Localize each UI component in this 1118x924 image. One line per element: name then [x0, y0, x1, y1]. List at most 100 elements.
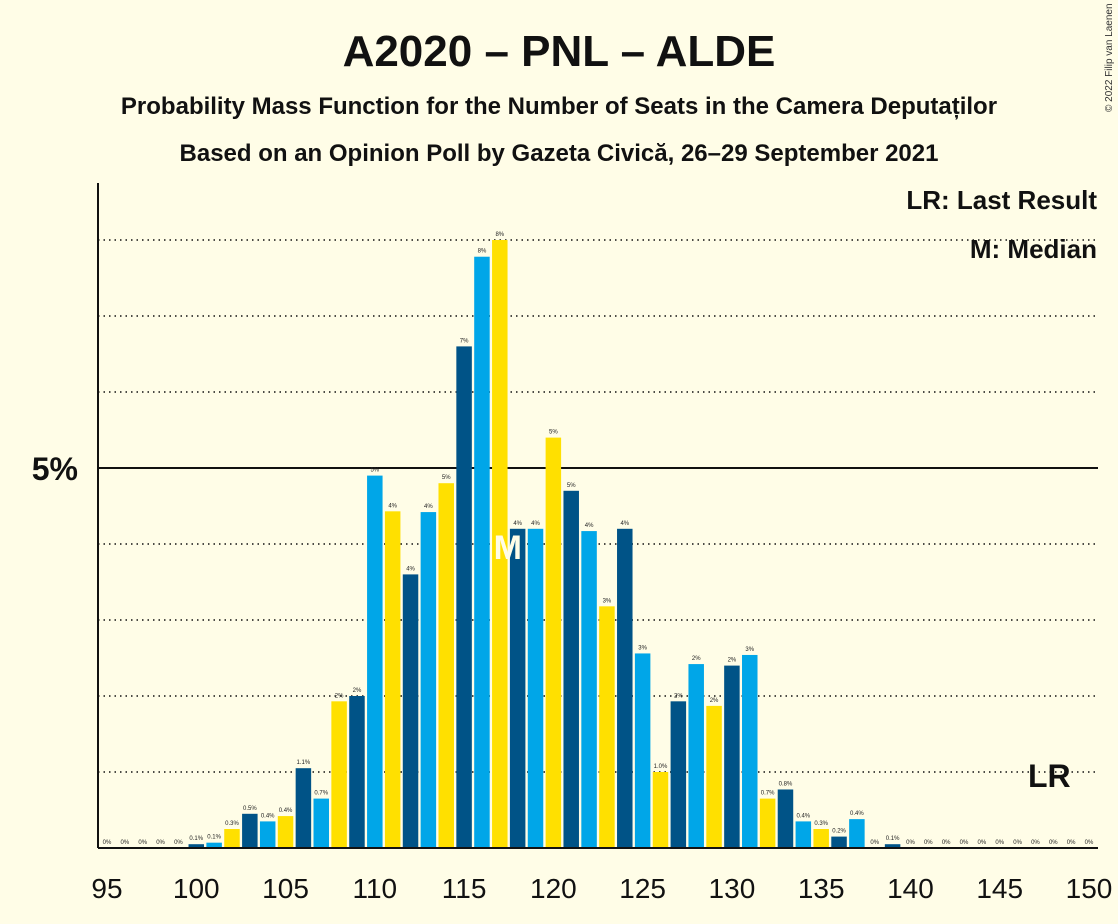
bar-seat-126	[652, 772, 669, 848]
bar-label-seat-146: 0%	[1013, 840, 1022, 846]
x-tick-label-120: 120	[530, 873, 577, 904]
bar-seat-139	[884, 844, 901, 848]
bar-seat-136	[831, 836, 847, 848]
bar-seat-105	[277, 816, 294, 848]
last-result-marker: LR	[1028, 758, 1071, 794]
bar-label-seat-117: 8%	[495, 232, 504, 238]
bar-seat-103	[242, 813, 258, 848]
bar-label-seat-101: 0.1%	[207, 835, 221, 841]
bar-seat-122	[581, 531, 597, 848]
x-tick-label-110: 110	[352, 873, 397, 904]
bar-seat-100	[188, 844, 205, 848]
bar-label-seat-137: 0.4%	[850, 811, 864, 817]
bar-label-seat-134: 0.4%	[796, 813, 810, 819]
x-tick-label-140: 140	[887, 873, 934, 904]
bar-label-seat-108: 2%	[335, 693, 344, 699]
bar-seat-106	[295, 768, 312, 848]
bar-seat-112	[402, 574, 419, 848]
bar-seat-102	[224, 829, 240, 848]
bar-label-seat-144: 0%	[978, 840, 987, 846]
bar-label-seat-121: 5%	[567, 483, 576, 489]
bars-group	[188, 240, 901, 849]
grid-lines	[98, 239, 1098, 773]
bar-label-seat-130: 2%	[728, 658, 737, 664]
bar-label-seat-111: 4%	[388, 503, 397, 509]
bar-label-seat-129: 2%	[710, 698, 719, 704]
bar-label-seat-147: 0%	[1031, 840, 1040, 846]
bar-seat-123	[599, 606, 615, 848]
bar-label-seat-96: 0%	[121, 840, 130, 846]
bar-seat-132	[759, 798, 776, 848]
bar-label-seat-140: 0%	[906, 840, 915, 846]
chart-subtitle-2: Based on an Opinion Poll by Gazeta Civic…	[180, 140, 939, 167]
bar-seat-101	[206, 842, 222, 848]
median-marker: M	[494, 529, 522, 567]
bar-label-seat-116: 8%	[478, 249, 487, 255]
bar-label-seat-106: 1.1%	[297, 760, 311, 766]
legend-last-result: LR: Last Result	[906, 185, 1097, 215]
bar-seat-113	[420, 512, 437, 848]
bar-seat-121	[563, 490, 579, 848]
bar-label-seat-110: 5%	[370, 468, 379, 474]
bar-seat-118	[509, 528, 526, 848]
bar-label-seat-124: 4%	[620, 521, 629, 527]
bar-label-seat-102: 0.3%	[225, 821, 239, 827]
bar-label-seat-141: 0%	[924, 840, 933, 846]
bar-label-seat-115: 7%	[460, 338, 469, 344]
bar-label-seat-143: 0%	[960, 840, 969, 846]
bar-seat-120	[545, 437, 562, 848]
bar-label-seat-114: 5%	[442, 475, 451, 481]
bar-seat-131	[742, 654, 758, 848]
bar-label-seat-132: 0.7%	[761, 791, 775, 797]
bar-seat-117	[492, 240, 508, 848]
bar-seat-115	[456, 346, 472, 848]
bar-label-seat-125: 3%	[638, 645, 647, 651]
bar-label-seat-142: 0%	[942, 840, 951, 846]
bar-label-seat-119: 4%	[531, 521, 540, 527]
bar-label-seat-139: 0.1%	[886, 836, 900, 842]
bar-labels-group: 0% 0% 0% 0% 0% 0.1% 0.1% 0.3% 0.5% 0.4% 0.4% 1.1% 0.…	[103, 232, 1094, 846]
x-tick-label-125: 125	[619, 873, 666, 904]
bar-seat-110	[367, 475, 383, 848]
bar-label-seat-138: 0%	[870, 840, 879, 846]
bar-label-seat-113: 4%	[424, 504, 433, 510]
bar-seat-135	[813, 829, 829, 848]
bar-label-seat-97: 0%	[138, 840, 147, 846]
bar-label-seat-118: 4%	[513, 521, 522, 527]
bar-label-seat-126: 1.0%	[654, 764, 668, 770]
bar-label-seat-107: 0.7%	[314, 791, 328, 797]
bar-label-seat-123: 3%	[603, 598, 612, 604]
bar-seat-109	[349, 696, 365, 848]
bar-label-seat-122: 4%	[585, 523, 594, 529]
bar-seat-114	[438, 483, 454, 848]
x-tick-label-105: 105	[262, 873, 309, 904]
bar-label-seat-98: 0%	[156, 840, 165, 846]
bar-label-seat-150: 0%	[1085, 840, 1094, 846]
bar-label-seat-95: 0%	[103, 840, 112, 846]
y-tick-label-5: 5%	[32, 451, 78, 487]
copyright-text: © 2022 Filip van Laenen	[1104, 3, 1115, 112]
bar-label-seat-104: 0.4%	[261, 813, 275, 819]
x-tick-label-100: 100	[173, 873, 220, 904]
bar-seat-129	[706, 705, 722, 848]
x-tick-label-135: 135	[798, 873, 845, 904]
x-tick-label-95: 95	[91, 873, 122, 904]
bar-seat-108	[331, 701, 347, 848]
bar-label-seat-149: 0%	[1067, 840, 1076, 846]
bar-seat-133	[777, 789, 794, 848]
bar-label-seat-135: 0.3%	[814, 821, 828, 827]
x-tick-labels: 95 100 105 110 115 120 125 130 135 140 145 150	[91, 873, 1112, 904]
bar-seat-130	[724, 665, 740, 848]
bar-seat-124	[617, 528, 633, 848]
bar-seat-125	[634, 653, 651, 848]
bar-label-seat-100: 0.1%	[189, 836, 203, 842]
bar-label-seat-127: 2%	[674, 693, 683, 699]
bar-seat-137	[849, 819, 865, 848]
x-tick-label-150: 150	[1066, 873, 1113, 904]
bar-label-seat-109: 2%	[353, 688, 362, 694]
bar-label-seat-99: 0%	[174, 840, 183, 846]
bar-label-seat-120: 5%	[549, 430, 558, 436]
bar-seat-107	[313, 798, 330, 848]
bar-seat-111	[384, 511, 401, 848]
